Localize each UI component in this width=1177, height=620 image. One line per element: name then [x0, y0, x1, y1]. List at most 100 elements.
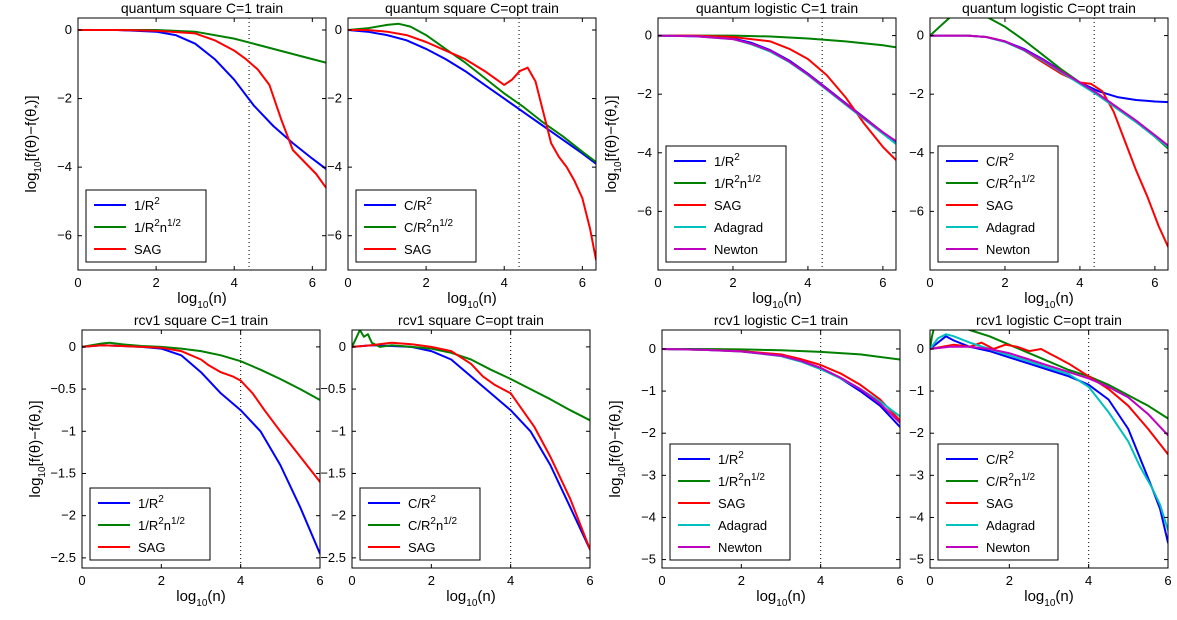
y-axis-label: log10[f(θ)−f(θ*)]: [603, 95, 624, 192]
x-tick-label: 4: [817, 573, 824, 588]
legend-label: C/R2: [986, 450, 1014, 467]
y-tick-label: −0.5: [320, 381, 346, 396]
subplot-1: quantum square C=1 train 0 2 4 6 −6 −4 −2 0 log10…: [23, 0, 327, 311]
legend-label: Adagrad: [986, 220, 1035, 235]
x-tick-label: 0: [74, 275, 81, 290]
y-tick-label: −5: [641, 552, 656, 567]
x-tick-label: 0: [78, 573, 85, 588]
subplot-title: quantum square C=1 train: [121, 0, 283, 16]
subplot-6: rcv1 square C=opt train 0 2 4 6 −2.5 −2 −1.5 −1 −…: [320, 312, 593, 609]
legend-label: Adagrad: [986, 518, 1035, 533]
legend-label: SAG: [718, 496, 745, 511]
y-tick-label: −2: [331, 508, 346, 523]
series-line: [658, 34, 896, 49]
x-tick-label: 6: [316, 573, 323, 588]
series-line: [352, 330, 590, 422]
legend-label: SAG: [714, 198, 741, 213]
y-tick-label: −2: [61, 508, 76, 523]
y-tick-label: −2: [327, 91, 342, 106]
series-line: [658, 34, 896, 144]
y-tick-label: 0: [917, 28, 924, 43]
subplot-2: quantum square C=opt train 0 2 4 6 −6 −4 −2 0 log…: [327, 0, 597, 311]
x-axis-label: log10(n): [1024, 290, 1074, 311]
plot-area: [77, 17, 327, 271]
y-tick-label: −4: [909, 145, 924, 160]
legend-label: 1/R2: [714, 152, 740, 169]
plot-area: [929, 17, 1169, 271]
legend: C/R2 C/R2n1/2 SAG Adagrad Newton: [937, 443, 1059, 561]
y-tick-label: −2: [57, 91, 72, 106]
y-axis-label: log10[f(θ)−f(θ*)]: [23, 95, 44, 192]
y-tick-label: −2: [909, 86, 924, 101]
plot-area: [351, 329, 591, 569]
y-tick-label: −4: [909, 509, 924, 524]
legend-label: SAG: [408, 540, 435, 555]
subplot-title: quantum logistic C=1 train: [696, 0, 858, 16]
x-axis-label: log10(n): [177, 290, 227, 311]
legend-label: 1/R2n1/2: [134, 218, 181, 235]
x-tick-label: 0: [348, 573, 355, 588]
legend-label: 1/R2: [138, 494, 164, 511]
legend: 1/R2 1/R2n1/2 SAG: [85, 189, 207, 263]
series-line: [658, 34, 896, 143]
legend-label: Newton: [718, 540, 762, 555]
y-tick-label: −1: [909, 383, 924, 398]
series-line: [82, 344, 320, 483]
plot-area: [929, 329, 1169, 569]
x-tick-label: 2: [729, 275, 736, 290]
y-tick-label: −4: [641, 509, 656, 524]
y-tick-label: 0: [69, 339, 76, 354]
y-tick-label: 0: [917, 341, 924, 356]
series-line: [662, 348, 900, 418]
y-tick-label: −2.5: [320, 550, 346, 565]
series-line: [348, 29, 596, 261]
y-tick-label: 0: [335, 22, 342, 37]
series-line: [352, 341, 590, 551]
y-tick-label: −2: [641, 425, 656, 440]
series-line: [658, 34, 896, 162]
series-line: [78, 29, 326, 189]
series-line: [930, 18, 1168, 150]
legend: 1/R2 1/R2n1/2 SAG Adagrad Newton: [669, 443, 791, 561]
subplot-5: rcv1 square C=1 train 0 2 4 6 −2.5 −2 −1.5 −1 −0.…: [27, 312, 324, 609]
x-tick-label: 2: [422, 275, 429, 290]
x-tick-label: 6: [1164, 573, 1171, 588]
legend-label: 1/R2: [718, 450, 744, 467]
y-tick-label: 0: [65, 22, 72, 37]
y-tick-label: −6: [327, 228, 342, 243]
y-tick-label: −1.5: [320, 465, 346, 480]
x-axis-label: log10(n): [752, 290, 802, 311]
legend-label: 1/R2n1/2: [714, 174, 761, 191]
series-line: [348, 29, 596, 165]
legend-label: 1/R2: [134, 196, 160, 213]
series-line: [662, 348, 900, 424]
legend-label: SAG: [138, 540, 165, 555]
series-line: [658, 34, 896, 145]
x-tick-label: 0: [654, 275, 661, 290]
y-tick-label: −1.5: [50, 465, 76, 480]
y-tick-label: −0.5: [50, 381, 76, 396]
x-tick-label: 4: [237, 573, 244, 588]
y-tick-label: −1: [61, 423, 76, 438]
y-tick-label: −6: [637, 203, 652, 218]
subplot-title: rcv1 square C=1 train: [134, 312, 268, 328]
legend-label: C/R2: [404, 196, 432, 213]
x-tick-label: 2: [738, 573, 745, 588]
legend-label: C/R2n1/2: [404, 218, 454, 235]
series-line: [930, 34, 1168, 148]
subplot-4: quantum logistic C=opt train 0 2 4 6 −6 −4 −2 0 l…: [909, 0, 1169, 311]
series-line: [930, 345, 1168, 437]
x-tick-label: 4: [507, 573, 514, 588]
series-line: [662, 348, 900, 422]
x-tick-label: 6: [896, 573, 903, 588]
x-tick-label: 4: [804, 275, 811, 290]
y-tick-label: −4: [637, 145, 652, 160]
x-tick-label: 6: [1151, 275, 1158, 290]
y-tick-label: −3: [641, 467, 656, 482]
series-line: [930, 330, 1168, 420]
y-tick-label: −4: [57, 159, 72, 174]
y-tick-label: −3: [909, 467, 924, 482]
subplot-title: rcv1 square C=opt train: [398, 312, 544, 328]
series-line: [930, 333, 1168, 532]
y-tick-label: −2: [909, 425, 924, 440]
